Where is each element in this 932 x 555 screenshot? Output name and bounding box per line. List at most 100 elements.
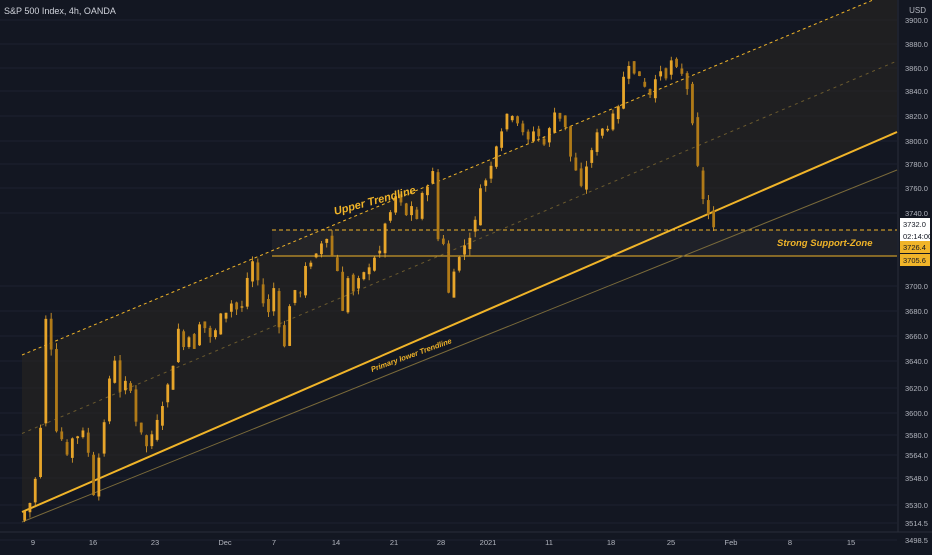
y-tick-label: 3498.5: [905, 536, 928, 545]
y-tick-label: 3514.5: [905, 519, 928, 528]
y-tick-label: 3760.0: [905, 184, 928, 193]
candle-body: [420, 192, 424, 219]
candle-body: [176, 328, 180, 363]
y-tick-label: 3640.0: [905, 357, 928, 366]
y-tick-label: 3564.0: [905, 451, 928, 460]
candle-body: [484, 180, 488, 186]
y-tick-label: 3600.0: [905, 409, 928, 418]
candle-body: [611, 113, 615, 130]
candle-body: [473, 219, 477, 232]
candle-body: [198, 324, 201, 346]
candle-body: [134, 389, 138, 422]
candle-body: [532, 131, 535, 142]
zone-top-price-label-bg: [900, 241, 930, 253]
candle-body: [516, 116, 519, 124]
candle-body: [277, 291, 281, 328]
candle-body: [346, 278, 350, 313]
candle-body: [60, 431, 64, 440]
candle-body: [108, 378, 111, 422]
support-zone-label: Strong Support-Zone: [777, 238, 873, 249]
candle-body: [314, 253, 318, 258]
candle-body: [489, 165, 493, 179]
candle-body: [616, 106, 620, 120]
candle-body: [410, 206, 413, 216]
candle-body: [240, 306, 244, 308]
candle-body: [441, 238, 445, 244]
candle-body: [335, 257, 339, 272]
y-tick-label: 3880.0: [905, 40, 928, 49]
candle-body: [330, 235, 334, 257]
lower-trendline: [21, 131, 898, 513]
x-tick-label: 18: [607, 538, 615, 547]
candle-body: [123, 380, 127, 391]
candle-body: [320, 243, 323, 255]
candle-body: [245, 277, 249, 307]
candle-body: [691, 83, 694, 124]
candle-body: [357, 278, 360, 289]
candle-body: [298, 292, 302, 294]
upper-trendline: [21, 0, 875, 356]
y-tick-label: 3548.0: [905, 474, 928, 483]
y-tick-label: 3700.0: [905, 282, 928, 291]
candle-body: [685, 73, 689, 90]
candle-body: [563, 115, 567, 128]
candle-body: [261, 284, 265, 304]
candle-body: [92, 454, 95, 496]
x-tick-label: 21: [390, 538, 398, 547]
candle-body: [510, 116, 514, 121]
candle-body: [494, 146, 498, 167]
candle-body: [579, 168, 583, 186]
candle-body: [632, 61, 636, 74]
candle-body: [653, 79, 657, 99]
candle-body: [558, 112, 562, 119]
x-tick-label: Feb: [725, 538, 738, 547]
candle-body: [33, 478, 37, 503]
zone-top-price-label: 3726.4: [903, 243, 926, 252]
candle-body: [404, 203, 408, 216]
countdown-label-bg: [900, 230, 930, 242]
candle-body: [235, 302, 239, 310]
candle-body: [500, 131, 504, 148]
symbol-title: S&P 500 Index, 4h, OANDA: [4, 6, 116, 16]
candle-body: [150, 434, 154, 447]
candle-body: [76, 436, 80, 439]
candle-body: [208, 327, 212, 337]
x-tick-label: 23: [151, 538, 159, 547]
candle-body: [166, 384, 170, 403]
candle-body: [282, 325, 286, 347]
candle-body: [309, 262, 313, 267]
candle-body: [383, 223, 387, 254]
candle-body: [203, 321, 207, 329]
candle-body: [187, 337, 191, 347]
candle-body: [81, 430, 85, 438]
candle-body: [590, 150, 594, 163]
candle-body: [272, 288, 276, 312]
candle-body: [712, 210, 716, 228]
x-tick-label: 8: [788, 538, 792, 547]
candle-body: [229, 303, 233, 312]
candle-body: [426, 186, 429, 196]
x-tick-label: 15: [847, 538, 855, 547]
candle-body: [447, 243, 451, 293]
y-tick-label: 3620.0: [905, 384, 928, 393]
candle-body: [267, 298, 270, 313]
candle-body: [675, 58, 678, 67]
candle-body: [696, 117, 700, 166]
candle-body: [28, 503, 32, 513]
x-tick-label: 16: [89, 538, 97, 547]
candle-body: [161, 406, 164, 426]
candle-body: [155, 419, 159, 440]
candle-body: [547, 128, 551, 143]
y-tick-label: 3800.0: [905, 137, 928, 146]
candle-body: [362, 272, 366, 280]
candle-body: [219, 313, 223, 335]
candle-body: [378, 250, 382, 254]
candle-body: [505, 113, 509, 130]
candle-body: [44, 318, 48, 424]
y-tick-label: 3740.0: [905, 209, 928, 218]
x-tick-label: Dec: [218, 538, 232, 547]
candle-body: [325, 238, 329, 243]
candle-body: [224, 312, 228, 319]
